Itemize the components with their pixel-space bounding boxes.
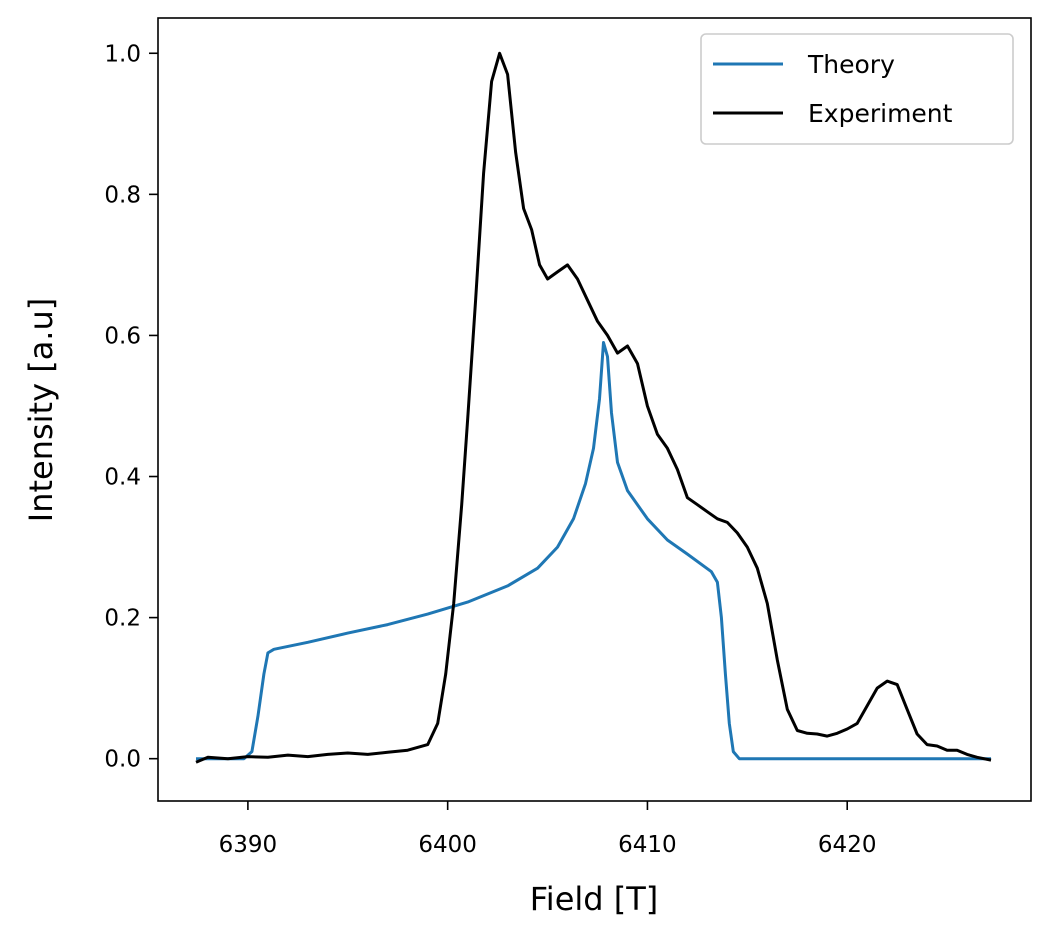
x-tick-label: 6390 <box>219 832 278 858</box>
plot-area <box>158 18 1031 801</box>
y-tick-label: 0.8 <box>104 182 141 208</box>
y-axis-ticks: 0.0 0.2 0.4 0.6 0.8 1.0 <box>104 41 158 773</box>
y-tick-label: 1.0 <box>104 41 141 67</box>
legend-box <box>700 33 1014 145</box>
y-tick-label: 0.2 <box>104 606 141 632</box>
x-tick-label: 6410 <box>618 832 677 858</box>
y-tick-label: 0.0 <box>104 747 141 773</box>
x-axis-ticks: 6390 6400 6410 6420 <box>219 801 877 858</box>
series-line-experiment <box>195 51 992 764</box>
plot-frame <box>157 17 1032 802</box>
y-tick-label: 0.4 <box>104 465 141 491</box>
x-tick-label: 6400 <box>418 832 477 858</box>
legend: Theory Experiment <box>700 33 1014 145</box>
x-axis-label: Field [T] <box>530 880 659 918</box>
legend-label-experiment: Experiment <box>808 99 953 128</box>
y-tick-label: 0.6 <box>104 323 141 349</box>
x-tick-label: 6420 <box>818 832 877 858</box>
series-line-theory <box>196 341 991 761</box>
legend-label-theory: Theory <box>807 50 895 79</box>
y-axis-label: Intensity [a.u] <box>22 298 60 522</box>
series-layer <box>195 51 992 764</box>
